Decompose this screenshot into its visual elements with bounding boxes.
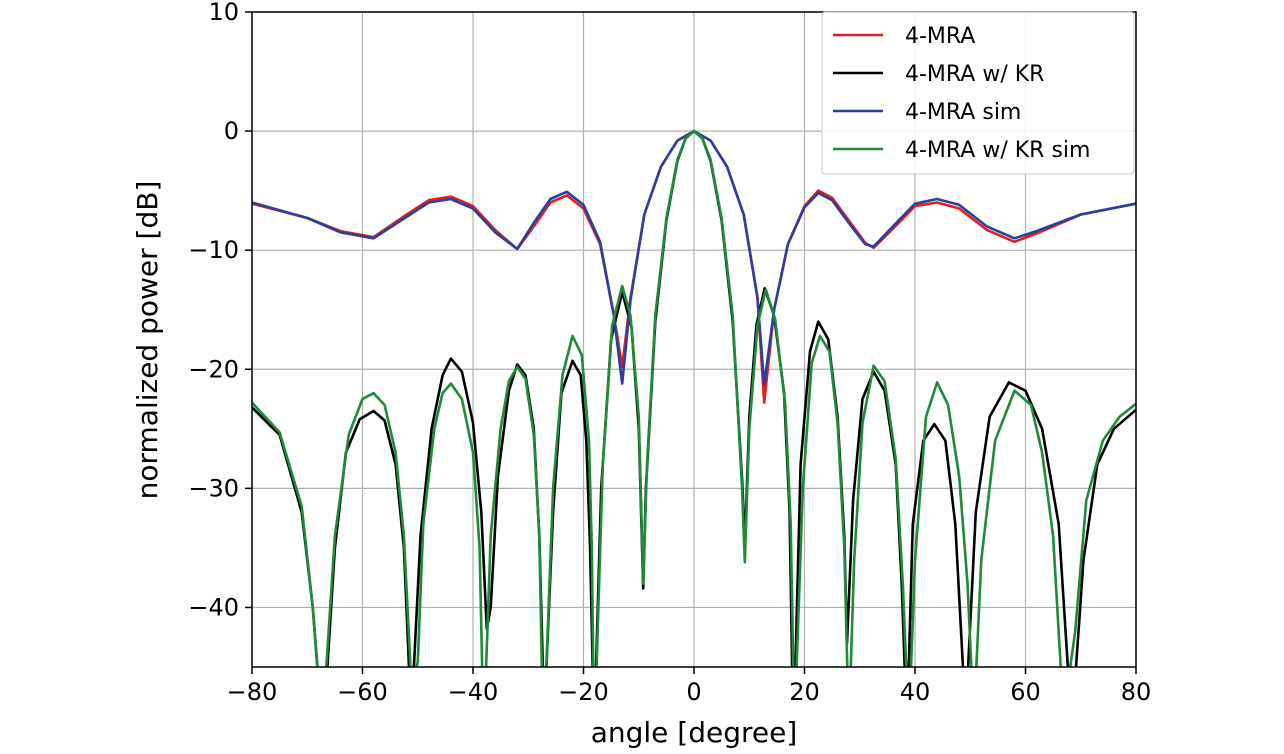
y-tick-label: −10: [188, 236, 239, 264]
x-tick-label: −80: [227, 678, 278, 706]
x-axis-title: angle [degree]: [591, 716, 798, 749]
y-tick-label: 0: [224, 117, 239, 145]
legend-label: 4-MRA sim: [905, 100, 1021, 125]
legend-label: 4-MRA: [905, 24, 975, 49]
legend-label: 4-MRA w/ KR: [905, 62, 1044, 87]
x-tick-label: −60: [337, 678, 388, 706]
legend: 4-MRA 4-MRA w/ KR 4-MRA sim 4-MRA w/ KR sim: [821, 11, 1135, 175]
y-tick-label: −20: [188, 355, 239, 383]
series-line-3: [252, 129, 1136, 387]
x-tick-label: −40: [448, 678, 499, 706]
legend-box: [821, 11, 1135, 175]
x-tick-label: 20: [789, 678, 820, 706]
y-tick-label: 10: [208, 0, 239, 26]
series-line-4: [252, 129, 1136, 667]
x-tick-label: 0: [686, 678, 701, 706]
series-group: [252, 129, 1136, 667]
y-axis-title: normalized power [dB]: [131, 181, 164, 500]
y-tick-label: −30: [188, 474, 239, 502]
y-tick-label: −40: [188, 593, 239, 621]
x-tick-label: −20: [558, 678, 609, 706]
x-tick-label: 60: [1010, 678, 1041, 706]
x-tick-label: 40: [900, 678, 931, 706]
legend-label: 4-MRA w/ KR sim: [905, 138, 1090, 163]
x-tick-label: 80: [1121, 678, 1152, 706]
